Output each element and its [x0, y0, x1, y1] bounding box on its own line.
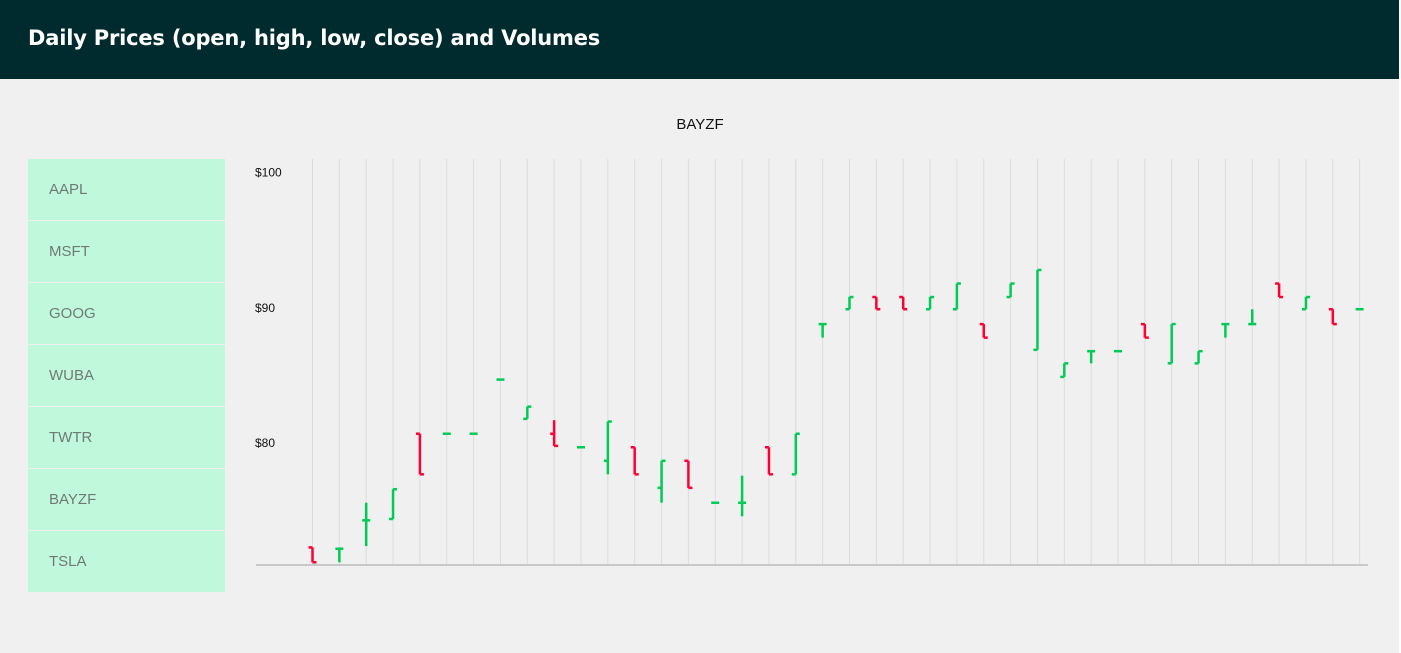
ohlc-bar-up — [603, 420, 612, 475]
ohlc-bar-down — [415, 432, 424, 476]
ohlc-bar-up — [845, 295, 854, 311]
ohlc-bar-up — [738, 475, 747, 517]
ticker-item-bayzf[interactable]: BAYZF — [28, 469, 225, 530]
chart-title: BAYZF — [676, 116, 724, 133]
ohlc-bar-down — [1140, 322, 1149, 339]
ohlc-bar-up — [1248, 309, 1257, 326]
ohlc-bar-up — [657, 459, 666, 503]
ohlc-bar-up — [469, 432, 478, 435]
y-tick-label: $80 — [255, 436, 275, 450]
header-bar: Daily Prices (open, high, low, close) an… — [0, 0, 1399, 79]
ticker-item-aapl[interactable]: AAPL — [28, 159, 225, 220]
ohlc-bar-up — [335, 547, 344, 563]
ohlc-bar-up — [1194, 349, 1203, 365]
ohlc-bar-up — [952, 282, 961, 311]
ohlc-bar-down — [308, 546, 317, 564]
ohlc-bar-up — [1301, 295, 1310, 311]
ohlc-bar-up — [496, 378, 505, 381]
ticker-item-twtr[interactable]: TWTR — [28, 407, 225, 468]
ticker-list: AAPL MSFT GOOG WUBA TWTR BAYZF TSLA — [28, 159, 225, 593]
ohlc-bar-up — [389, 487, 398, 521]
right-border — [1399, 0, 1401, 653]
ohlc-bar-up — [1355, 307, 1364, 311]
y-tick-label: $90 — [255, 301, 275, 315]
ticker-item-msft[interactable]: MSFT — [28, 221, 225, 282]
ohlc-bar-up — [442, 432, 451, 435]
ticker-item-wuba[interactable]: WUBA — [28, 345, 225, 406]
ohlc-bar-up — [926, 295, 935, 311]
ohlc-bar-up — [791, 432, 800, 476]
ohlc-bar-down — [1275, 282, 1284, 299]
ohlc-bar-down — [630, 446, 639, 476]
ohlc-bar-down — [872, 295, 881, 311]
ohlc-bar-down — [764, 446, 773, 476]
ohlc-bar-up — [1114, 349, 1122, 353]
ohlc-bar-down — [899, 295, 908, 311]
ohlc-bar-up — [362, 502, 371, 547]
y-tick-label: $100 — [255, 166, 282, 180]
ohlc-bar-up — [711, 501, 720, 504]
page-title: Daily Prices (open, high, low, close) an… — [28, 26, 601, 50]
ohlc-bar-up — [523, 405, 532, 421]
ohlc-bar-up — [1167, 322, 1176, 365]
ohlc-bar-down — [684, 459, 693, 490]
ticker-item-tsla[interactable]: TSLA — [28, 531, 225, 592]
ohlc-bar-up — [1006, 282, 1015, 299]
ohlc-bar-up — [1221, 322, 1230, 338]
ohlc-bar-up — [1033, 268, 1042, 352]
ohlc-bar-up — [1087, 349, 1096, 364]
ohlc-bar-down — [550, 420, 559, 448]
ohlc-bar-down — [979, 322, 988, 339]
ohlc-bar-down — [1328, 307, 1337, 326]
ohlc-bar-up — [818, 322, 827, 338]
ticker-item-goog[interactable]: GOOG — [28, 283, 225, 344]
ohlc-bar-up — [1060, 362, 1069, 379]
ohlc-bar-up — [577, 446, 585, 449]
